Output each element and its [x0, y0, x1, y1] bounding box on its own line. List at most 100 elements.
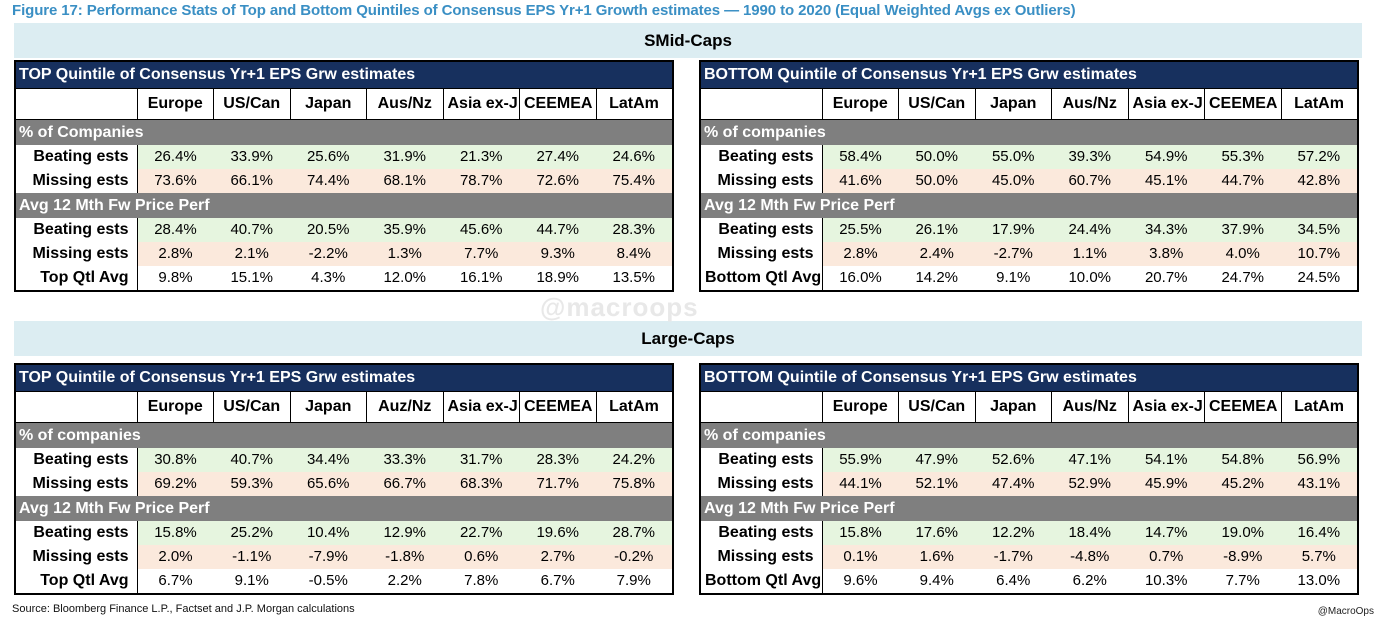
value-cell: 2.1% [213, 242, 290, 266]
region-column-header: Aus/Nz [366, 88, 444, 120]
table-row: Missing ests 2.8% 2.4% -2.7% 1.1% 3.8% 4.0% 10.… [700, 242, 1358, 266]
value-cell: 44.7% [519, 218, 596, 242]
row-label: Missing ests [15, 242, 138, 266]
value-cell: 54.8% [1204, 448, 1281, 472]
value-cell: 12.2% [975, 521, 1052, 545]
value-cell: -4.8% [1051, 545, 1128, 569]
value-cell: 37.9% [1204, 218, 1281, 242]
value-cell: 18.9% [519, 266, 596, 291]
row-label: Missing ests [700, 169, 823, 193]
value-cell: 58.4% [822, 145, 899, 169]
row-label: Beating ests [15, 218, 138, 242]
table-row: Beating ests 15.8% 25.2% 10.4% 12.9% 22.7% 19.… [15, 521, 673, 545]
value-cell: 75.8% [596, 472, 673, 496]
value-cell: 6.4% [975, 569, 1052, 594]
value-cell: 41.6% [822, 169, 899, 193]
region-column-header: Japan [289, 88, 367, 120]
region-column-header: Asia ex-J [442, 88, 520, 120]
value-cell: 2.8% [137, 242, 214, 266]
row-label: Missing ests [15, 472, 138, 496]
value-cell: 47.4% [975, 472, 1052, 496]
value-cell: 31.7% [443, 448, 520, 472]
value-cell: 45.9% [1128, 472, 1205, 496]
value-cell: 7.7% [1204, 569, 1281, 594]
row-label: Missing ests [700, 545, 823, 569]
table-row: Beating ests 28.4% 40.7% 20.5% 35.9% 45.6% 44.… [15, 218, 673, 242]
value-cell: 26.1% [898, 218, 975, 242]
region-column-header: Europe [821, 88, 899, 120]
value-cell: 10.7% [1281, 242, 1358, 266]
value-cell: 50.0% [898, 145, 975, 169]
value-cell: 66.7% [366, 472, 443, 496]
value-cell: 60.7% [1051, 169, 1128, 193]
corner-cell [699, 88, 823, 120]
value-cell: 0.1% [822, 545, 899, 569]
value-cell: 78.7% [443, 169, 520, 193]
value-cell: 68.3% [443, 472, 520, 496]
value-cell: 9.3% [519, 242, 596, 266]
value-cell: 2.8% [822, 242, 899, 266]
table-row: Missing ests 69.2% 59.3% 65.6% 66.7% 68.3% 71.… [15, 472, 673, 496]
region-column-header: CEEMEA [1204, 88, 1282, 120]
value-cell: 2.4% [898, 242, 975, 266]
table-row: Beating ests 26.4% 33.9% 25.6% 31.9% 21.3% 27.… [15, 145, 673, 169]
value-cell: 16.1% [443, 266, 520, 291]
value-cell: 43.1% [1281, 472, 1358, 496]
value-cell: -1.8% [366, 545, 443, 569]
value-cell: 10.4% [290, 521, 367, 545]
value-cell: 10.0% [1051, 266, 1128, 291]
value-cell: 10.3% [1128, 569, 1205, 594]
region-column-header: CEEMEA [1204, 391, 1282, 423]
value-cell: 55.0% [975, 145, 1052, 169]
region-column-header: US/Can [898, 391, 976, 423]
value-cell: 72.6% [519, 169, 596, 193]
value-cell: 20.5% [290, 218, 367, 242]
table-row: Beating ests 15.8% 17.6% 12.2% 18.4% 14.7% 19.… [700, 521, 1358, 545]
value-cell: 6.2% [1051, 569, 1128, 594]
quintile-header: BOTTOM Quintile of Consensus Yr+1 EPS Gr… [700, 61, 1358, 89]
row-label: Beating ests [15, 521, 138, 545]
value-cell: 71.7% [519, 472, 596, 496]
value-cell: 7.7% [443, 242, 520, 266]
value-cell: 19.0% [1204, 521, 1281, 545]
value-cell: 39.3% [1051, 145, 1128, 169]
value-cell: -2.7% [975, 242, 1052, 266]
row-label: Missing ests [700, 242, 823, 266]
watermark: @macroops [540, 292, 699, 322]
value-cell: 44.7% [1204, 169, 1281, 193]
value-cell: 24.5% [1281, 266, 1358, 291]
value-cell: 14.7% [1128, 521, 1205, 545]
value-cell: 34.3% [1128, 218, 1205, 242]
value-cell: 15.8% [822, 521, 899, 545]
value-cell: 4.3% [290, 266, 367, 291]
value-cell: 16.0% [822, 266, 899, 291]
value-cell: -0.5% [290, 569, 367, 594]
value-cell: 66.1% [213, 169, 290, 193]
credit: @MacroOps [1317, 606, 1374, 617]
row-label: Beating ests [700, 521, 823, 545]
value-cell: 15.8% [137, 521, 214, 545]
value-cell: 34.4% [290, 448, 367, 472]
figure-title: Figure 17: Performance Stats of Top and … [12, 2, 1076, 19]
large-bottom-quintile-table: BOTTOM Quintile of Consensus Yr+1 EPS Gr… [699, 363, 1359, 595]
value-cell: 22.7% [443, 521, 520, 545]
value-cell: 18.4% [1051, 521, 1128, 545]
value-cell: 74.4% [290, 169, 367, 193]
row-label: Missing ests [15, 169, 138, 193]
region-column-header: US/Can [898, 88, 976, 120]
table-row: Beating ests 58.4% 50.0% 55.0% 39.3% 54.9% 55.… [700, 145, 1358, 169]
row-label: Beating ests [700, 145, 823, 169]
section-header: % of Companies [15, 119, 673, 145]
value-cell: -1.1% [213, 545, 290, 569]
row-label: Bottom Qtl Avg [700, 569, 823, 594]
value-cell: 1.3% [366, 242, 443, 266]
value-cell: 3.8% [1128, 242, 1205, 266]
region-column-header: LatAm [595, 88, 674, 120]
table-row: Missing ests 0.1% 1.6% -1.7% -4.8% 0.7% -8.9% 5… [700, 545, 1358, 569]
value-cell: 24.2% [596, 448, 673, 472]
value-cell: 25.5% [822, 218, 899, 242]
value-cell: 17.9% [975, 218, 1052, 242]
row-label: Missing ests [15, 545, 138, 569]
value-cell: 20.7% [1128, 266, 1205, 291]
row-label: Top Qtl Avg [15, 569, 138, 594]
